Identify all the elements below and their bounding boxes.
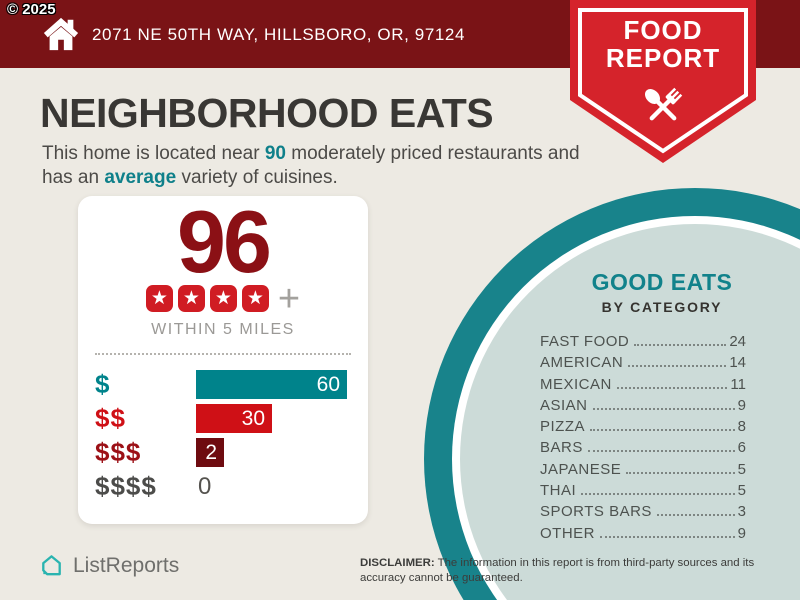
bar-value: 0 (198, 473, 212, 500)
bar: 30 (196, 404, 272, 433)
badge-title-line2: REPORT (605, 43, 721, 73)
listreports-logo: ListReports (38, 552, 179, 579)
subtitle-text: has an (42, 167, 105, 189)
category-row: JAPANESE 5 (540, 461, 746, 482)
bar-zone: 2 (196, 438, 351, 467)
dotted-leader (600, 535, 735, 538)
category-count: 5 (737, 482, 746, 500)
dotted-leader (634, 344, 727, 346)
dotted-leader (626, 471, 735, 474)
price-tier-label: $ (95, 369, 111, 399)
price-tier-label: $$$$ (95, 471, 157, 501)
restaurant-count-score: 96 (177, 192, 272, 291)
good-eats-subtitle: BY CATEGORY (601, 299, 723, 315)
dotted-leader (587, 450, 735, 453)
price-tier-label: $$ (95, 403, 126, 433)
category-count: 3 (737, 503, 746, 521)
crossed-spoon-fork-icon (644, 87, 683, 121)
subtitle-text: This home is located near (42, 143, 265, 164)
category-label: ASIAN (540, 396, 588, 414)
dotted-leader (592, 407, 735, 410)
category-label: PIZZA (540, 418, 586, 436)
badge-title-line1: FOOD (623, 15, 703, 45)
bar-value: 2 (205, 440, 217, 464)
property-address: 2071 NE 50TH WAY, HILLSBORO, OR, 97124 (92, 25, 466, 44)
category-label: OTHER (540, 524, 595, 542)
dotted-divider (95, 353, 351, 355)
good-eats-title: GOOD EATS (591, 269, 733, 295)
dotted-leader (628, 365, 727, 368)
category-row: BARS 6 (540, 439, 746, 460)
star-icon: ★ (209, 285, 237, 312)
variety-highlight: average (104, 167, 177, 189)
restaurant-score-card: 96 ★ ★ ★ ★ + WITHIN 5 MILES $60 $$ 30 $$$ 2 $$$$ 0 (78, 196, 368, 524)
price-tier-row: $60 (95, 369, 351, 399)
price-tier-row: $$$$ 0 (95, 471, 351, 501)
bar-zone: 30 (196, 404, 351, 433)
star-icon: ★ (241, 285, 269, 312)
bar: 60 (196, 370, 347, 399)
dotted-leader (616, 386, 728, 389)
category-row: SPORTS BARS 3 (540, 503, 746, 524)
category-count: 9 (737, 524, 746, 542)
price-tier-label: $$$ (95, 437, 142, 467)
category-row: AMERICAN 14 (540, 354, 746, 375)
category-count: 9 (737, 396, 746, 414)
subtitle-text: variety of cuisines. (176, 167, 338, 189)
category-label: SPORTS BARS (540, 503, 652, 521)
price-tier-row: $$$ 2 (95, 437, 351, 467)
star-icon: ★ (145, 285, 173, 312)
disclaimer-label: DISCLAIMER: (360, 557, 435, 569)
category-row: ASIAN 9 (540, 397, 746, 418)
category-label: THAI (540, 482, 577, 500)
category-row: THAI 5 (540, 482, 746, 503)
food-report-ribbon: FOOD REPORT (570, 0, 756, 166)
bar-zone: 60 (196, 370, 351, 399)
category-row: MEXICAN 11 (540, 376, 746, 397)
plus-icon: + (277, 277, 301, 320)
category-count: 8 (737, 418, 746, 436)
subtitle-text: moderately priced restaurants and (285, 143, 580, 164)
price-tier-row: $$ 30 (95, 403, 351, 433)
bar-value: 60 (316, 372, 340, 396)
category-count: 14 (729, 354, 746, 372)
bar: 2 (196, 438, 224, 467)
page-subtitle: This home is located near 90 moderately … (42, 142, 580, 191)
bar-value: 30 (241, 406, 265, 430)
category-label: FAST FOOD (540, 333, 630, 350)
disclaimer-line1: The information in this report is from t… (434, 557, 755, 569)
category-label: BARS (540, 439, 583, 457)
category-row: PIZZA 8 (540, 418, 746, 439)
category-list: FAST FOOD 24 AMERICAN 14 MEXICAN 11 ASIAN 9 PIZZ… (540, 333, 746, 546)
category-row: FAST FOOD 24 (540, 333, 746, 354)
category-count: 6 (737, 439, 746, 457)
star-icon: ★ (177, 285, 205, 312)
dotted-leader (590, 429, 735, 432)
category-count: 11 (730, 375, 746, 393)
dotted-leader (581, 493, 735, 496)
page-title: NEIGHBORHOOD EATS (40, 90, 494, 136)
restaurant-count-highlight: 90 (264, 143, 286, 164)
brand-name: ListReports (73, 553, 180, 577)
home-icon (43, 17, 79, 51)
disclaimer: DISCLAIMER: The information in this repo… (360, 556, 764, 586)
disclaimer-line2: accuracy cannot be guaranteed. (360, 572, 523, 585)
category-label: JAPANESE (540, 460, 622, 478)
bar-zone: 0 (196, 472, 351, 501)
price-tier-bar-chart: $60 $$ 30 $$$ 2 $$$$ 0 (95, 369, 351, 506)
category-label: MEXICAN (540, 375, 612, 393)
category-count: 5 (737, 460, 746, 478)
radius-label: WITHIN 5 MILES (151, 321, 295, 338)
category-label: AMERICAN (540, 354, 624, 372)
category-count: 24 (729, 333, 746, 350)
star-rating: ★ ★ ★ ★ + (78, 277, 368, 320)
listreports-house-icon (42, 555, 61, 576)
category-row: OTHER 9 (540, 525, 746, 546)
copyright-text: © 2025 (7, 1, 56, 18)
dotted-leader (656, 514, 735, 517)
